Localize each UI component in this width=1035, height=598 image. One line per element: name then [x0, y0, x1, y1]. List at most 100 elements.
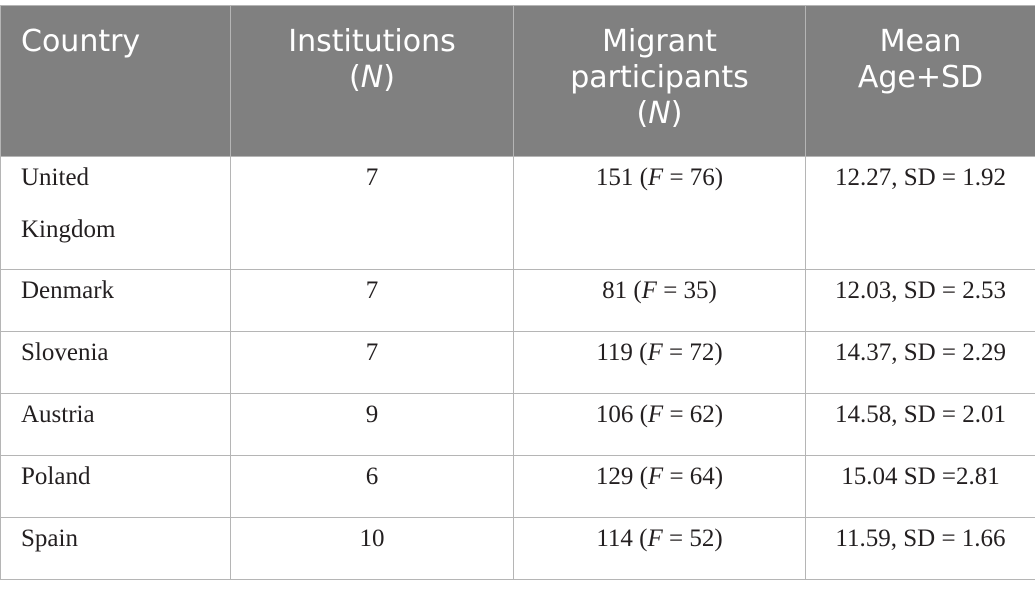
cell-line: United: [21, 152, 230, 204]
text: (: [637, 96, 649, 131]
table-row: Spain 10 114 (F = 52) 11.59, SD = 1.66: [1, 518, 1035, 580]
italic-symbol: F: [647, 339, 662, 366]
table-cell: United Kingdom: [1, 157, 231, 270]
table-row: Austria 9 106 (F = 62) 14.58, SD = 2.01: [1, 394, 1035, 456]
cell-line: 7: [231, 152, 513, 204]
italic-symbol: F: [647, 525, 662, 552]
text: 14.58, SD = 2.01: [835, 401, 1006, 428]
cell-line: Denmark: [21, 265, 230, 317]
cell-line: 15.04 SD =2.81: [806, 451, 1035, 503]
cell-line: 151 (F = 76): [514, 152, 805, 204]
cell-line: 6: [231, 451, 513, 503]
text: 12.03, SD = 2.53: [835, 277, 1006, 304]
text: (: [349, 60, 361, 95]
text: participants: [570, 60, 749, 95]
text: ): [671, 96, 683, 131]
table-cell: 7: [231, 157, 514, 270]
text: = 64): [663, 463, 723, 490]
italic-symbol: F: [648, 401, 663, 428]
cell-line: 10: [231, 513, 513, 565]
text: 10: [360, 525, 385, 552]
table-cell: 12.03, SD = 2.53: [806, 270, 1035, 332]
text: 119 (: [596, 339, 647, 366]
text: 7: [366, 339, 379, 366]
text: 81 (: [602, 277, 642, 304]
table-cell: 10: [231, 518, 514, 580]
text: Institutions: [288, 24, 455, 59]
cell-line: 11.59, SD = 1.66: [806, 513, 1035, 565]
text: = 76): [663, 164, 723, 191]
text: Denmark: [21, 277, 114, 304]
table-row: Denmark 7 81 (F = 35) 12.03, SD = 2.53: [1, 270, 1035, 332]
cell-line: (N): [514, 96, 805, 132]
text: = 72): [663, 339, 723, 366]
text: Slovenia: [21, 339, 109, 366]
text: United: [21, 164, 89, 191]
cell-line: 7: [231, 265, 513, 317]
table-cell: Denmark: [1, 270, 231, 332]
table-cell: 7: [231, 270, 514, 332]
table-cell: 106 (F = 62): [514, 394, 806, 456]
table-cell: 129 (F = 64): [514, 456, 806, 518]
text: = 52): [663, 525, 723, 552]
text: ): [383, 60, 395, 95]
italic-symbol: N: [648, 96, 670, 131]
table-cell: 81 (F = 35): [514, 270, 806, 332]
text: = 35): [657, 277, 717, 304]
italic-symbol: N: [361, 60, 383, 95]
text: 14.37, SD = 2.29: [835, 339, 1006, 366]
table-cell: 11.59, SD = 1.66: [806, 518, 1035, 580]
text: 9: [366, 401, 379, 428]
text: 6: [366, 463, 379, 490]
cell-line: Slovenia: [21, 327, 230, 379]
table-row: Poland 6 129 (F = 64) 15.04 SD =2.81: [1, 456, 1035, 518]
text: Kingdom: [21, 216, 115, 243]
header-cell: Country: [1, 6, 231, 157]
table-cell: 114 (F = 52): [514, 518, 806, 580]
table-cell: 151 (F = 76): [514, 157, 806, 270]
text: Spain: [21, 525, 78, 552]
cell-line: 9: [231, 389, 513, 441]
cell-line: Poland: [21, 451, 230, 503]
cell-line: Austria: [21, 389, 230, 441]
table-cell: Spain: [1, 518, 231, 580]
cell-line: 114 (F = 52): [514, 513, 805, 565]
header-cell: Institutions(N): [231, 6, 514, 157]
table-cell: 119 (F = 72): [514, 332, 806, 394]
table-cell: 12.27, SD = 1.92: [806, 157, 1035, 270]
table-cell: Slovenia: [1, 332, 231, 394]
text: Country: [21, 24, 140, 59]
table-cell: 14.58, SD = 2.01: [806, 394, 1035, 456]
text: 151 (: [596, 164, 648, 191]
text: 7: [366, 277, 379, 304]
text: Age+SD: [858, 60, 983, 95]
table-cell: 15.04 SD =2.81: [806, 456, 1035, 518]
text: 11.59, SD = 1.66: [835, 525, 1005, 552]
table-cell: 7: [231, 332, 514, 394]
text: 129 (: [596, 463, 648, 490]
cell-line: 12.03, SD = 2.53: [806, 265, 1035, 317]
text: Austria: [21, 401, 95, 428]
cell-line: Spain: [21, 513, 230, 565]
table-cell: 6: [231, 456, 514, 518]
cell-line: 7: [231, 327, 513, 379]
page: {"table": { "header": [ [["Country"]], […: [0, 5, 1035, 598]
cell-line: participants: [514, 60, 805, 96]
text: 7: [366, 164, 379, 191]
text: Mean: [880, 24, 962, 59]
table-cell: Austria: [1, 394, 231, 456]
cell-line: Migrant: [514, 24, 805, 60]
text: Poland: [21, 463, 90, 490]
table-cell: Poland: [1, 456, 231, 518]
text: 15.04 SD =2.81: [841, 463, 1000, 490]
cell-line: (N): [231, 60, 513, 96]
cell-line: Mean: [806, 24, 1035, 60]
cell-line: 81 (F = 35): [514, 265, 805, 317]
text: Migrant: [602, 24, 717, 59]
italic-symbol: F: [648, 164, 663, 191]
